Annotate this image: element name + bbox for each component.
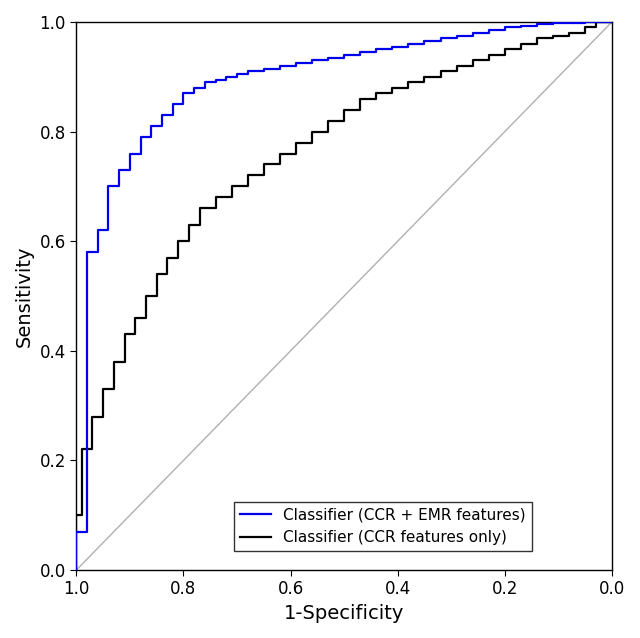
X-axis label: 1-Specificity: 1-Specificity xyxy=(284,604,404,623)
Legend: Classifier (CCR + EMR features), Classifier (CCR features only): Classifier (CCR + EMR features), Classif… xyxy=(234,501,532,551)
Classifier (CCR + EMR features) xyxy=(581,18,589,26)
Classifier (CCR features only) xyxy=(174,237,182,245)
Classifier (CCR features only) xyxy=(452,62,460,70)
Classifier (CCR features only) xyxy=(592,18,600,26)
Y-axis label: Sensitivity: Sensitivity xyxy=(15,245,34,347)
Classifier (CCR + EMR features) xyxy=(158,112,166,119)
Classifier (CCR features only) xyxy=(164,254,172,262)
Classifier (CCR + EMR features) xyxy=(501,26,509,34)
Classifier (CCR + EMR features) xyxy=(94,226,102,234)
Classifier (CCR + EMR features) xyxy=(452,32,460,40)
Classifier (CCR features only) xyxy=(244,172,252,179)
Classifier (CCR features only) xyxy=(260,172,268,179)
Line: Classifier (CCR + EMR features): Classifier (CCR + EMR features) xyxy=(76,22,612,570)
Classifier (CCR + EMR features) xyxy=(72,566,80,574)
Classifier (CCR features only) xyxy=(608,18,616,26)
Line: Classifier (CCR features only): Classifier (CCR features only) xyxy=(76,22,612,570)
Classifier (CCR + EMR features) xyxy=(372,45,380,53)
Classifier (CCR features only) xyxy=(356,95,364,103)
Classifier (CCR features only) xyxy=(72,566,80,574)
Classifier (CCR + EMR features) xyxy=(608,18,616,26)
Classifier (CCR + EMR features) xyxy=(137,150,145,158)
